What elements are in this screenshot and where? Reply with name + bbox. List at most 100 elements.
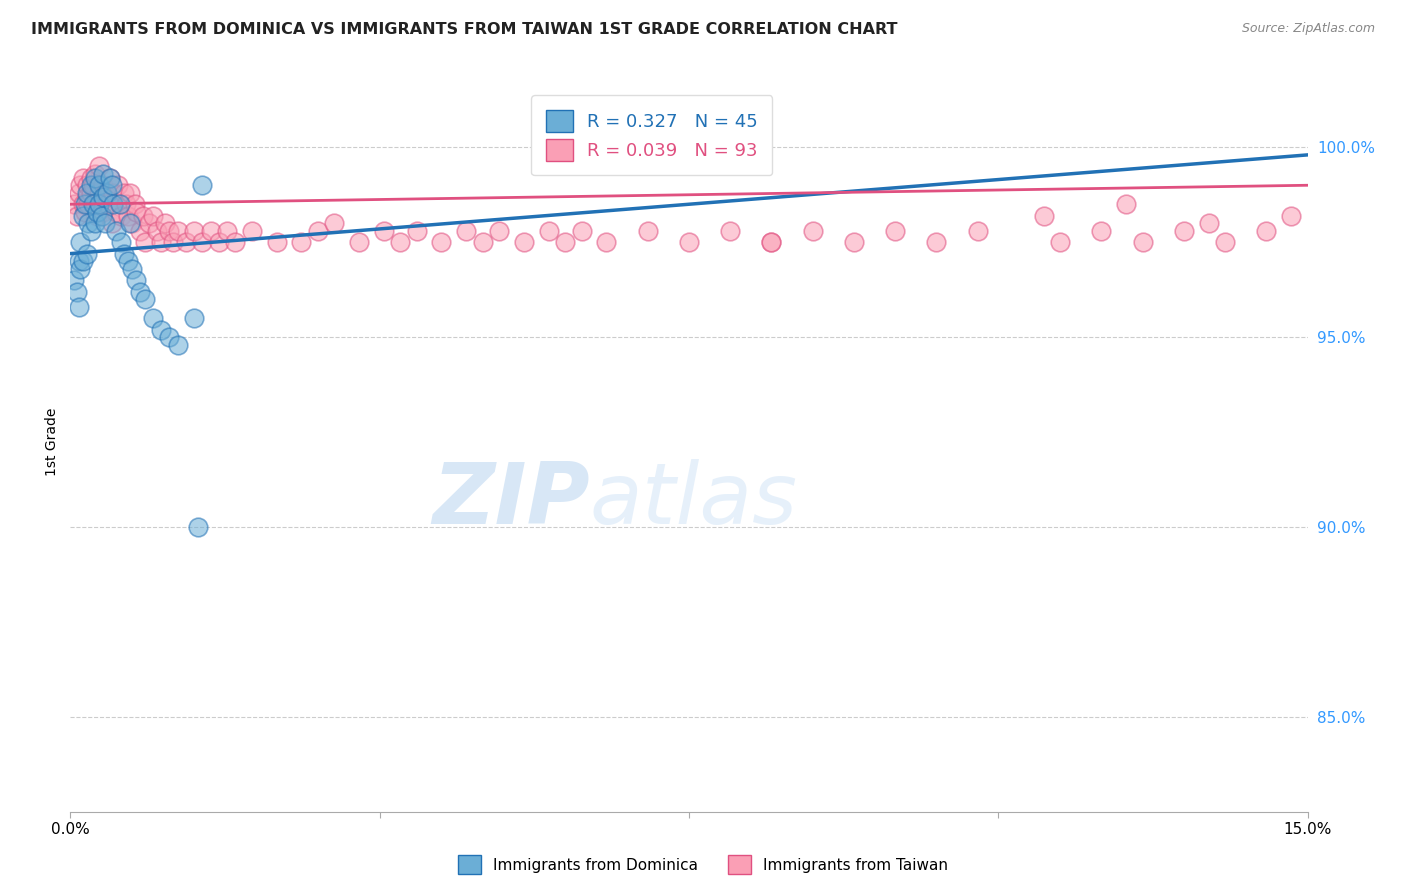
Point [718, 224, 741, 238]
Point [63, 273, 86, 287]
Point [82, 197, 104, 211]
Point [94, 216, 117, 230]
Point [91, 189, 114, 203]
Point [1032, 209, 1054, 223]
Point [166, 224, 188, 238]
Point [84, 197, 107, 211]
Point [215, 224, 238, 238]
Point [89, 186, 111, 200]
Point [77, 197, 100, 211]
Point [801, 224, 824, 238]
Point [191, 235, 214, 250]
Point [98, 170, 121, 185]
Point [174, 235, 197, 250]
Point [162, 235, 184, 250]
Point [125, 204, 148, 219]
Point [157, 224, 180, 238]
Point [121, 261, 143, 276]
Point [82, 178, 104, 193]
Point [925, 235, 948, 250]
Point [150, 322, 173, 336]
Point [471, 235, 494, 250]
Point [103, 197, 125, 211]
Point [146, 224, 169, 238]
Point [138, 216, 160, 230]
Point [842, 235, 865, 250]
Point [678, 235, 700, 250]
Point [134, 292, 156, 306]
Point [112, 246, 135, 260]
Point [84, 167, 107, 181]
Point [208, 235, 231, 250]
Point [1090, 224, 1112, 238]
Point [84, 216, 107, 230]
Point [72, 197, 94, 211]
Point [75, 197, 97, 211]
Point [67, 300, 90, 314]
Point [347, 235, 370, 250]
Point [118, 216, 141, 230]
Point [98, 170, 121, 185]
Point [72, 170, 94, 185]
Point [456, 224, 478, 238]
Legend: R = 0.327   N = 45, R = 0.039   N = 93: R = 0.327 N = 45, R = 0.039 N = 93 [531, 95, 772, 176]
Point [80, 170, 103, 185]
Point [166, 337, 188, 351]
Point [76, 189, 98, 203]
Point [200, 224, 222, 238]
Point [571, 224, 593, 238]
Point [67, 186, 90, 200]
Point [91, 178, 114, 193]
Text: ZIP: ZIP [432, 459, 591, 542]
Point [118, 186, 141, 200]
Point [183, 311, 205, 326]
Point [1279, 209, 1302, 223]
Point [1115, 197, 1137, 211]
Point [966, 224, 988, 238]
Point [80, 186, 103, 200]
Point [129, 224, 152, 238]
Point [72, 254, 94, 268]
Point [108, 197, 131, 211]
Point [96, 197, 118, 211]
Point [1049, 235, 1071, 250]
Point [121, 216, 143, 230]
Point [125, 273, 148, 287]
Point [191, 178, 214, 193]
Point [183, 224, 205, 238]
Point [150, 235, 173, 250]
Point [76, 186, 98, 200]
Text: atlas: atlas [591, 459, 799, 542]
Point [405, 224, 427, 238]
Point [72, 209, 94, 223]
Point [157, 330, 180, 344]
Text: Source: ZipAtlas.com: Source: ZipAtlas.com [1241, 22, 1375, 36]
Point [110, 209, 132, 223]
Point [595, 235, 617, 250]
Y-axis label: 1st Grade: 1st Grade [45, 408, 59, 475]
Point [66, 285, 89, 299]
Point [115, 197, 138, 211]
Point [80, 224, 103, 238]
Point [84, 170, 107, 185]
Legend: Immigrants from Dominica, Immigrants from Taiwan: Immigrants from Dominica, Immigrants fro… [451, 849, 955, 880]
Point [117, 209, 139, 223]
Point [1213, 235, 1236, 250]
Point [77, 216, 100, 230]
Point [124, 197, 146, 211]
Point [66, 209, 89, 223]
Point [537, 224, 560, 238]
Point [1132, 235, 1154, 250]
Point [110, 235, 132, 250]
Text: IMMIGRANTS FROM DOMINICA VS IMMIGRANTS FROM TAIWAN 1ST GRADE CORRELATION CHART: IMMIGRANTS FROM DOMINICA VS IMMIGRANTS F… [31, 22, 897, 37]
Point [100, 178, 122, 193]
Point [513, 235, 536, 250]
Point [266, 235, 288, 250]
Point [89, 178, 111, 193]
Point [117, 254, 139, 268]
Point [430, 235, 453, 250]
Point [76, 178, 98, 193]
Point [307, 224, 329, 238]
Point [187, 520, 209, 534]
Point [134, 235, 156, 250]
